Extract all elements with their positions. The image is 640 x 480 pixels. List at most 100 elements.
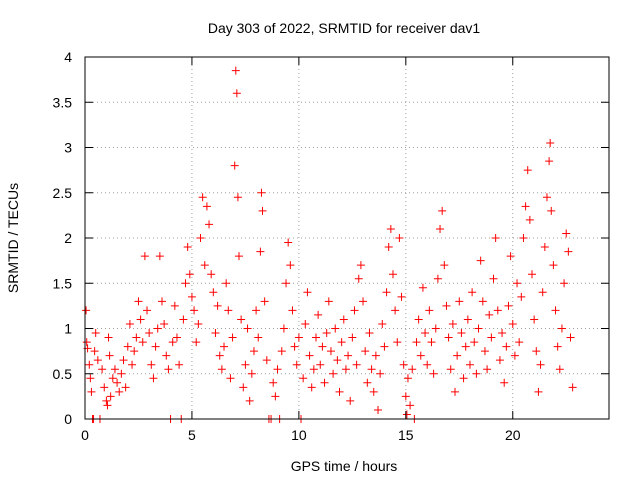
data-point [495, 356, 504, 365]
data-point [113, 378, 122, 387]
y-tick-label: 3.5 [53, 94, 73, 110]
tick-labels: 0 0.5 1 1.5 2 2.5 3 3.5 4 0 5 10 15 20 [53, 49, 521, 443]
data-point [547, 206, 556, 215]
data-point [532, 347, 541, 356]
data-point [322, 329, 331, 338]
data-point [446, 365, 455, 374]
data-point [104, 333, 113, 342]
data-point [459, 374, 468, 383]
data-point [530, 315, 539, 324]
data-point [207, 270, 216, 279]
data-point [209, 288, 218, 297]
data-point [406, 401, 415, 410]
data-point [401, 392, 410, 401]
data-point [215, 351, 224, 360]
data-point [414, 315, 423, 324]
data-point [205, 220, 214, 229]
data-point [130, 347, 139, 356]
data-point [282, 279, 291, 288]
data-point [108, 374, 117, 383]
data-point [121, 383, 130, 392]
data-point [234, 252, 243, 261]
data-point [288, 306, 297, 315]
y-tick-label: 2 [64, 230, 72, 246]
data-point [331, 324, 340, 333]
data-point [361, 347, 370, 356]
data-point [538, 288, 547, 297]
data-point [181, 279, 190, 288]
data-point [162, 351, 171, 360]
data-point [483, 365, 492, 374]
data-point [290, 342, 299, 351]
y-axis-label: SRMTID / TECUs [5, 183, 21, 293]
data-point [476, 256, 485, 265]
data-point [222, 279, 231, 288]
data-point [183, 243, 192, 252]
data-point [134, 297, 143, 306]
data-point [309, 365, 318, 374]
data-point [90, 347, 99, 356]
y-tick-label: 1 [64, 321, 72, 337]
x-tick-label: 0 [81, 427, 89, 443]
data-point [423, 360, 432, 369]
data-point [256, 247, 265, 256]
data-point [220, 342, 229, 351]
data-point [132, 333, 141, 342]
data-point [352, 360, 361, 369]
data-point [341, 365, 350, 374]
data-point [217, 365, 226, 374]
data-point [230, 161, 239, 170]
data-point [311, 333, 320, 342]
data-point [260, 297, 269, 306]
data-point [384, 243, 393, 252]
data-point [284, 238, 293, 247]
data-point [510, 351, 519, 360]
data-point [106, 392, 115, 401]
data-point [502, 342, 511, 351]
data-point [149, 374, 158, 383]
data-point [418, 283, 427, 292]
y-tick-label: 2.5 [53, 185, 73, 201]
data-point [551, 306, 560, 315]
data-point [438, 206, 447, 215]
data-point [307, 383, 316, 392]
data-point [508, 319, 517, 328]
data-point [232, 89, 241, 98]
data-point [286, 261, 295, 270]
data-point [179, 315, 188, 324]
data-point [363, 378, 372, 387]
data-point [87, 387, 96, 396]
data-point [540, 243, 549, 252]
data-point [549, 261, 558, 270]
data-point [254, 333, 263, 342]
data-point [491, 234, 500, 242]
data-point [305, 351, 314, 360]
data-point [457, 329, 466, 338]
data-point [359, 297, 368, 306]
data-point [103, 401, 112, 410]
data-point [143, 306, 152, 315]
data-point [470, 338, 479, 347]
data-point [388, 270, 397, 279]
data-point [196, 234, 205, 242]
data-point [461, 342, 470, 351]
data-point [245, 396, 254, 405]
data-point [523, 166, 532, 175]
data-point [386, 224, 395, 233]
data-point [562, 229, 571, 238]
data-point [374, 405, 383, 414]
data-point [498, 329, 507, 338]
data-point [241, 360, 250, 369]
data-point [542, 193, 551, 202]
data-point [393, 338, 402, 347]
data-point [451, 387, 460, 396]
data-point [202, 202, 211, 211]
data-point [408, 365, 417, 374]
data-point [155, 252, 164, 261]
data-point [123, 342, 132, 351]
data-point [237, 315, 246, 324]
data-point [545, 157, 554, 166]
data-point [421, 329, 430, 338]
plot-frame [84, 56, 610, 420]
data-point [431, 324, 440, 333]
